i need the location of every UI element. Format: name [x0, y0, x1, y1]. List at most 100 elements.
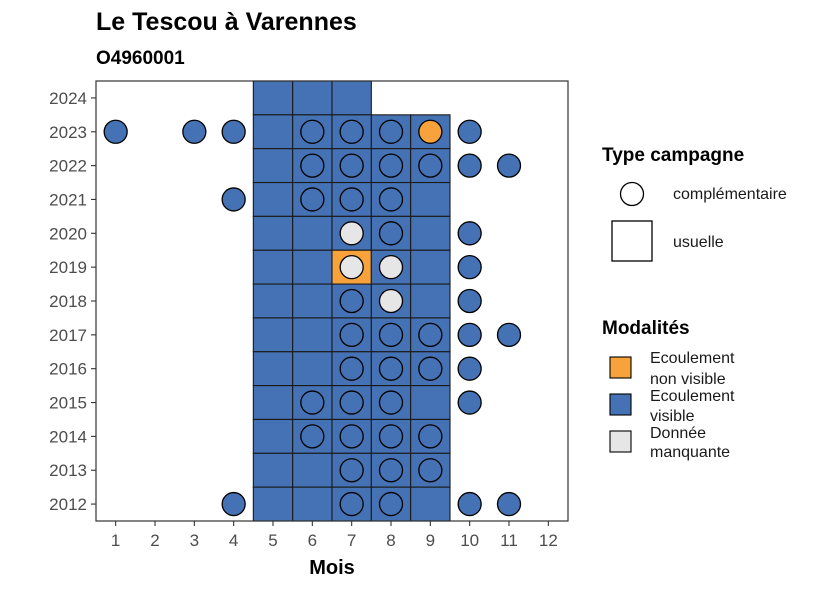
point-2022-6-ecoulement-visible	[300, 153, 325, 178]
point-2020-7-donnee-manquante	[339, 221, 364, 246]
point-2017-10-ecoulement-visible	[457, 322, 482, 347]
tile-2023-5-ecoulement-visible	[252, 114, 294, 150]
point-2014-8-ecoulement-visible	[378, 424, 404, 449]
point-2018-8-donnee-manquante	[378, 288, 404, 314]
tile-2013-6-ecoulement-visible	[292, 452, 333, 488]
point-2016-10-ecoulement-visible	[457, 356, 482, 381]
point-2021-8-ecoulement-visible	[378, 187, 404, 212]
x-tick-label-8: 8	[386, 531, 395, 550]
legend-label-ecoulement-visible-line1: Ecoulement	[650, 388, 735, 405]
legend-label-ecoulement-non-visible-line1: Ecoulement	[650, 350, 735, 367]
point-2015-10-ecoulement-visible	[457, 390, 482, 415]
y-tick-label-2012: 2012	[49, 495, 87, 514]
point-2012-7-ecoulement-visible	[339, 491, 364, 517]
legend-circle-key	[619, 181, 645, 207]
x-tick-label-2: 2	[150, 531, 159, 550]
point-2014-7-ecoulement-visible	[339, 424, 364, 449]
point-2019-8-donnee-manquante	[378, 255, 404, 280]
legend-key-ecoulement-non-visible	[609, 356, 632, 379]
y-tick-label-2021: 2021	[49, 190, 87, 209]
legend-type-title: Type campagne	[602, 145, 744, 166]
point-2022-9-ecoulement-visible	[418, 153, 443, 178]
point-2019-10-ecoulement-visible	[457, 255, 482, 280]
x-axis: 1 2 3 4 5 6 7 8 9 10 11 12	[111, 521, 558, 550]
x-tick-label-5: 5	[268, 531, 277, 550]
point-2023-6-ecoulement-visible	[300, 119, 325, 144]
point-2012-10-ecoulement-visible	[457, 491, 482, 517]
point-2016-8-ecoulement-visible	[378, 356, 404, 381]
point-2013-8-ecoulement-visible	[378, 458, 404, 483]
legend-label-donnee-manquante-line1: Donnée	[650, 425, 706, 442]
point-2014-6-ecoulement-visible	[300, 424, 325, 449]
point-2022-7-ecoulement-visible	[339, 153, 364, 178]
point-2023-7-ecoulement-visible	[339, 119, 364, 144]
y-tick-label-2013: 2013	[49, 461, 87, 480]
point-2020-8-ecoulement-visible	[378, 221, 404, 246]
point-2015-7-ecoulement-visible	[339, 390, 364, 415]
point-2023-9-ecoulement-non-visible	[418, 119, 443, 144]
tile-2021-5-ecoulement-visible	[252, 181, 294, 217]
point-2022-11-ecoulement-visible	[496, 153, 522, 178]
point-2017-11-ecoulement-visible	[496, 322, 522, 347]
y-tick-label-2015: 2015	[49, 394, 87, 413]
point-2023-1-ecoulement-visible	[103, 119, 128, 144]
tile-2020-5-ecoulement-visible	[252, 215, 294, 251]
tile-2018-9-ecoulement-visible	[410, 283, 451, 319]
tile-2024-6-ecoulement-visible	[292, 80, 333, 116]
x-tick-label-11: 11	[500, 531, 518, 550]
x-tick-label-1: 1	[111, 531, 120, 550]
point-2015-6-ecoulement-visible	[300, 390, 325, 415]
x-tick-label-10: 10	[460, 531, 479, 550]
point-2021-4-ecoulement-visible	[221, 187, 246, 212]
x-tick-label-4: 4	[229, 531, 238, 550]
y-tick-label-2020: 2020	[49, 224, 87, 243]
chart-title: Le Tescou à Varennes	[96, 8, 357, 36]
point-2012-8-ecoulement-visible	[378, 491, 404, 517]
legend-label-ecoulement-visible-line2: visible	[650, 408, 695, 425]
point-2012-4-ecoulement-visible	[221, 491, 246, 517]
y-axis: 2012 2013 2014 2015 2016 2017 2018 2019 2020 2021…	[49, 89, 96, 514]
x-tick-label-3: 3	[190, 531, 199, 550]
point-2016-7-ecoulement-visible	[339, 356, 364, 381]
y-tick-label-2023: 2023	[49, 123, 87, 142]
x-tick-label-12: 12	[539, 531, 558, 550]
point-2022-8-ecoulement-visible	[378, 153, 404, 178]
tile-2016-5-ecoulement-visible	[252, 351, 294, 387]
tile-2019-6-ecoulement-visible	[292, 249, 333, 285]
tile-2013-5-ecoulement-visible	[252, 452, 294, 488]
point-2014-9-ecoulement-visible	[418, 424, 443, 449]
tile-2022-5-ecoulement-visible	[252, 148, 294, 184]
tile-2018-5-ecoulement-visible	[252, 283, 294, 319]
point-2022-10-ecoulement-visible	[457, 153, 482, 178]
point-2018-7-ecoulement-visible	[339, 288, 364, 314]
legend-label-ecoulement-non-visible-line2: non visible	[650, 371, 726, 388]
x-tick-label-7: 7	[347, 531, 356, 550]
tile-2021-9-ecoulement-visible	[410, 181, 451, 217]
tile-2012-9-ecoulement-visible	[410, 486, 451, 522]
y-tick-label-2019: 2019	[49, 258, 87, 277]
legend-label-donnee-manquante-line2: manquante	[650, 444, 730, 461]
tile-2020-9-ecoulement-visible	[410, 215, 451, 251]
tile-2019-5-ecoulement-visible	[252, 249, 294, 285]
legend-square-key	[611, 220, 653, 262]
point-2023-4-ecoulement-visible	[221, 119, 246, 144]
legend-key-ecoulement-visible	[609, 393, 632, 416]
tile-2017-5-ecoulement-visible	[252, 317, 294, 353]
tile-2012-5-ecoulement-visible	[252, 486, 294, 522]
tile-2024-5-ecoulement-visible	[252, 80, 294, 116]
tile-2015-9-ecoulement-visible	[410, 385, 451, 421]
point-2013-9-ecoulement-visible	[418, 458, 443, 483]
point-2015-8-ecoulement-visible	[378, 390, 404, 415]
point-2023-10-ecoulement-visible	[457, 119, 482, 144]
tile-2014-5-ecoulement-visible	[252, 418, 294, 454]
tile-2018-6-ecoulement-visible	[292, 283, 333, 319]
point-2017-8-ecoulement-visible	[378, 322, 404, 347]
x-tick-label-6: 6	[308, 531, 317, 550]
tile-2016-6-ecoulement-visible	[292, 351, 333, 387]
point-2012-11-ecoulement-visible	[496, 491, 522, 517]
point-2019-7-donnee-manquante	[339, 255, 364, 280]
tile-2012-6-ecoulement-visible	[292, 486, 333, 522]
point-2021-6-ecoulement-visible	[300, 187, 325, 212]
tile-2020-6-ecoulement-visible	[292, 215, 333, 251]
